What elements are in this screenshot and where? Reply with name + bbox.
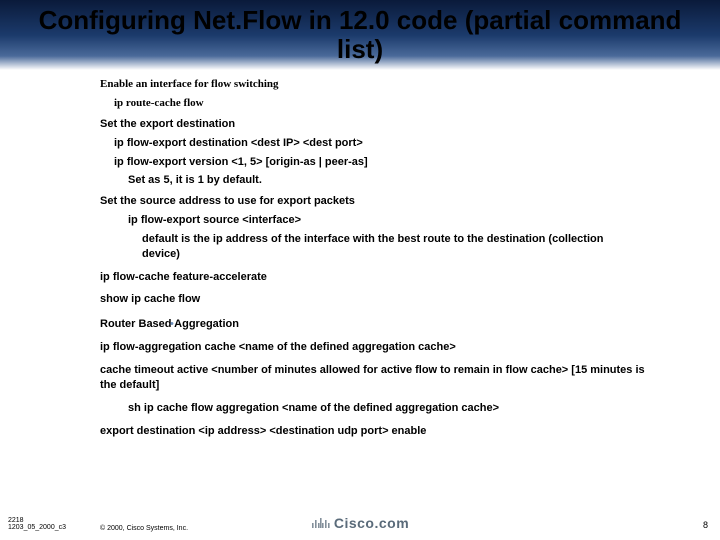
cmd-show-cache: show ip cache flow: [100, 292, 660, 307]
cmd-sh-agg: sh ip cache flow aggregation <name of th…: [100, 401, 660, 416]
footer-code2: 1203_05_2000_c3: [8, 524, 66, 532]
note-default-5: Set as 5, it is 1 by default.: [100, 173, 660, 188]
slide-title: Configuring Net.Flow in 12.0 code (parti…: [0, 0, 720, 63]
cisco-logo-text: Cisco.com: [334, 515, 409, 531]
cmd-export-enable: export destination <ip address> <destina…: [100, 424, 660, 439]
bullet-icon: •: [170, 317, 174, 332]
cisco-logo: Cisco.com: [311, 515, 409, 532]
cmd-agg-cache: ip flow-aggregation cache <name of the d…: [100, 340, 660, 355]
cmd-cache-timeout: cache timeout active <number of minutes …: [100, 363, 660, 393]
note-default-route: default is the ip address of the interfa…: [100, 232, 660, 262]
footer-code1: 2218: [8, 517, 66, 525]
page-number: 8: [703, 520, 708, 530]
cmd-export-version: ip flow-export version <1, 5> [origin-as…: [100, 155, 660, 170]
slide-body: Enable an interface for flow switching i…: [0, 63, 720, 438]
cmd-route-cache: ip route-cache flow: [100, 96, 660, 111]
cisco-bridge-icon: [311, 516, 331, 532]
cmd-feature-accel: ip flow-cache feature-accelerate: [100, 270, 660, 285]
cmd-export-dest: ip flow-export destination <dest IP> <de…: [100, 136, 660, 151]
footer-codes: 2218 1203_05_2000_c3: [8, 517, 66, 532]
footer: 2218 1203_05_2000_c3 © 2000, Cisco Syste…: [0, 510, 720, 534]
section-enable: Enable an interface for flow switching: [100, 77, 660, 92]
section-aggregation: Router Based Aggregation: [100, 317, 660, 332]
footer-copyright: © 2000, Cisco Systems, Inc.: [100, 525, 188, 532]
section-source: Set the source address to use for export…: [100, 194, 660, 209]
cmd-export-source: ip flow-export source <interface>: [100, 213, 660, 228]
section-export-dest: Set the export destination: [100, 117, 660, 132]
